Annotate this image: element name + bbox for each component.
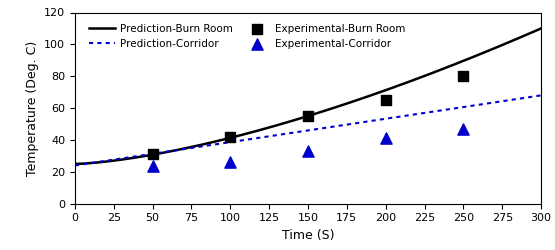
- Experimental-Burn Room: [226, 135, 235, 139]
- Prediction-Corridor: [527, 96, 533, 98]
- Experimental-Corridor: [459, 127, 468, 131]
- Prediction-Corridor: [72, 164, 78, 167]
- Experimental-Corridor: [148, 164, 157, 168]
- Prediction-Burn Room: [324, 108, 331, 112]
- Line: Prediction-Corridor: Prediction-Corridor: [75, 95, 541, 166]
- Prediction-Corridor: [538, 94, 544, 97]
- Experimental-Burn Room: [304, 114, 312, 118]
- Experimental-Burn Room: [381, 98, 390, 102]
- Prediction-Corridor: [453, 106, 460, 110]
- Prediction-Burn Room: [296, 117, 302, 120]
- Line: Prediction-Burn Room: Prediction-Burn Room: [75, 28, 541, 164]
- Prediction-Corridor: [296, 130, 302, 133]
- Prediction-Burn Room: [72, 162, 78, 166]
- Experimental-Corridor: [381, 136, 390, 140]
- Legend: Prediction-Burn Room, Prediction-Corridor, Experimental-Burn Room, Experimental-: Prediction-Burn Room, Prediction-Corrido…: [85, 20, 409, 53]
- Prediction-Corridor: [293, 131, 300, 134]
- Prediction-Corridor: [349, 122, 356, 125]
- Y-axis label: Temperature (Deg. C): Temperature (Deg. C): [26, 40, 38, 176]
- Experimental-Burn Room: [459, 74, 468, 78]
- Experimental-Burn Room: [148, 152, 157, 156]
- Prediction-Corridor: [324, 126, 331, 129]
- X-axis label: Time (S): Time (S): [282, 229, 334, 242]
- Prediction-Burn Room: [349, 100, 356, 103]
- Prediction-Burn Room: [453, 62, 460, 65]
- Experimental-Corridor: [226, 160, 235, 164]
- Prediction-Burn Room: [527, 32, 533, 35]
- Experimental-Corridor: [304, 149, 312, 153]
- Prediction-Burn Room: [538, 27, 544, 30]
- Prediction-Burn Room: [293, 118, 300, 121]
